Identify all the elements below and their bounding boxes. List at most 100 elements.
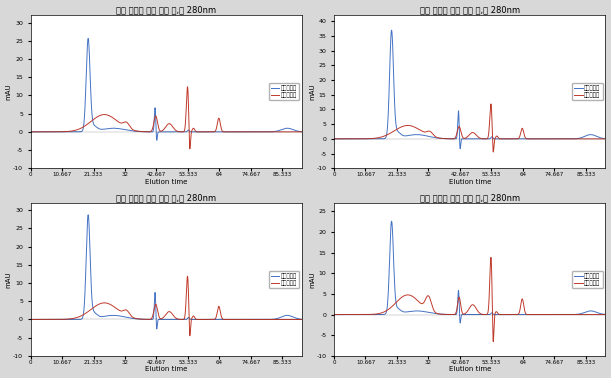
- 연녹제리전: [493, 136, 500, 141]
- Title: 주황 세리신 효소 제리 전,후 280nm: 주황 세리신 효소 제리 전,후 280nm: [116, 193, 216, 202]
- Legend: 골든제리전, 골든제리후: 골든제리전, 골든제리후: [572, 271, 602, 288]
- Line: 주황제리후: 주황제리후: [31, 276, 302, 336]
- 주황제리후: [131, 316, 138, 320]
- 골든제리후: [379, 310, 387, 314]
- 주황제리전: [76, 317, 84, 322]
- 연녹제리전: [602, 136, 609, 141]
- 주황제리전: [250, 317, 257, 322]
- Y-axis label: mAU: mAU: [309, 271, 315, 288]
- 골든제리전: [456, 321, 464, 325]
- 연녹제리후: [602, 136, 609, 141]
- 연녹제리후: [489, 150, 497, 154]
- 백목제리후: [184, 85, 191, 89]
- Legend: 백목제리전, 백목제리후: 백목제리전, 백목제리후: [269, 83, 299, 101]
- 백목제리전: [76, 130, 84, 134]
- 연녹제리후: [331, 136, 338, 141]
- 주황제리전: [84, 212, 92, 217]
- 연녹제리후: [493, 134, 500, 138]
- 백목제리후: [186, 147, 194, 151]
- 연녹제리전: [507, 136, 514, 141]
- 백목제리후: [203, 130, 211, 134]
- 연녹제리후: [554, 136, 561, 141]
- 주황제리후: [230, 317, 237, 322]
- 주황제리후: [184, 274, 191, 279]
- Legend: 연녹제리전, 연녹제리후: 연녹제리전, 연녹제리후: [572, 83, 602, 101]
- 연녹제리후: [487, 102, 494, 106]
- 골든제리전: [331, 312, 338, 317]
- 주황제리전: [190, 317, 197, 322]
- 백목제리전: [230, 130, 237, 134]
- 연녹제리전: [379, 136, 387, 141]
- 연녹제리전: [456, 146, 464, 151]
- 주황제리후: [250, 317, 257, 322]
- 주황제리후: [27, 317, 34, 322]
- 주황제리전: [27, 317, 34, 322]
- 골든제리후: [554, 312, 561, 317]
- 주황제리후: [186, 333, 194, 338]
- 골든제리후: [489, 339, 497, 344]
- 주황제리전: [298, 317, 306, 322]
- 골든제리후: [493, 310, 500, 314]
- 백목제리전: [203, 130, 211, 134]
- Line: 골든제리전: 골든제리전: [334, 221, 606, 323]
- 연녹제리후: [434, 135, 441, 140]
- 백목제리전: [190, 130, 197, 134]
- 연녹제리전: [533, 136, 540, 141]
- Line: 연녹제리후: 연녹제리후: [334, 104, 606, 152]
- 백목제리후: [131, 128, 138, 133]
- 주황제리전: [153, 327, 161, 331]
- Title: 백목 세리신 효소 제리 전,후 280nm: 백목 세리신 효소 제리 전,후 280nm: [116, 6, 216, 15]
- Title: 연녹 세리신 효소 제리 전,후 280nm: 연녹 세리신 효소 제리 전,후 280nm: [420, 6, 520, 15]
- 골든제리후: [602, 312, 609, 317]
- Legend: 주황제리전, 주황제리후: 주황제리전, 주황제리후: [269, 271, 299, 288]
- 골든제리후: [533, 312, 540, 317]
- 주황제리전: [131, 316, 138, 321]
- Line: 주황제리전: 주황제리전: [31, 215, 302, 329]
- X-axis label: Elution time: Elution time: [448, 179, 491, 185]
- 백목제리전: [131, 129, 138, 133]
- 골든제리전: [554, 312, 561, 317]
- 연녹제리후: [507, 136, 514, 141]
- 골든제리전: [379, 312, 387, 317]
- X-axis label: Elution time: Elution time: [145, 366, 188, 372]
- 골든제리전: [434, 311, 441, 316]
- 백목제리전: [298, 129, 306, 134]
- 연녹제리후: [533, 136, 540, 141]
- 골든제리전: [493, 312, 500, 317]
- 주황제리후: [203, 317, 211, 322]
- Line: 골든제리후: 골든제리후: [334, 257, 606, 342]
- 골든제리후: [331, 312, 338, 317]
- 골든제리전: [602, 312, 609, 317]
- 백목제리후: [250, 130, 257, 134]
- 백목제리후: [230, 130, 237, 134]
- 연녹제리전: [331, 136, 338, 141]
- 골든제리전: [388, 219, 395, 223]
- 골든제리전: [533, 312, 540, 317]
- 백목제리후: [76, 126, 84, 131]
- Y-axis label: mAU: mAU: [309, 84, 315, 100]
- Line: 백목제리후: 백목제리후: [31, 87, 302, 149]
- Line: 연녹제리전: 연녹제리전: [334, 30, 606, 149]
- 연녹제리전: [434, 136, 441, 140]
- 골든제리전: [507, 312, 514, 317]
- 연녹제리전: [388, 28, 395, 33]
- 백목제리후: [190, 126, 197, 130]
- Y-axis label: mAU: mAU: [5, 84, 12, 100]
- Y-axis label: mAU: mAU: [5, 271, 12, 288]
- 주황제리후: [190, 314, 197, 318]
- 백목제리전: [250, 130, 257, 134]
- 연녹제리후: [379, 134, 387, 139]
- 주황제리후: [298, 317, 306, 322]
- 백목제리후: [27, 130, 34, 134]
- 골든제리후: [434, 311, 441, 316]
- 백목제리후: [298, 130, 306, 134]
- 연녹제리전: [554, 136, 561, 141]
- 주황제리후: [76, 314, 84, 319]
- Line: 백목제리전: 백목제리전: [31, 39, 302, 140]
- 백목제리전: [153, 138, 161, 143]
- 백목제리전: [27, 130, 34, 134]
- 골든제리후: [487, 255, 494, 260]
- 주황제리전: [230, 317, 237, 322]
- X-axis label: Elution time: Elution time: [448, 366, 491, 372]
- Title: 골든 세리신 효소 제리 전,후 280nm: 골든 세리신 효소 제리 전,후 280nm: [420, 193, 520, 202]
